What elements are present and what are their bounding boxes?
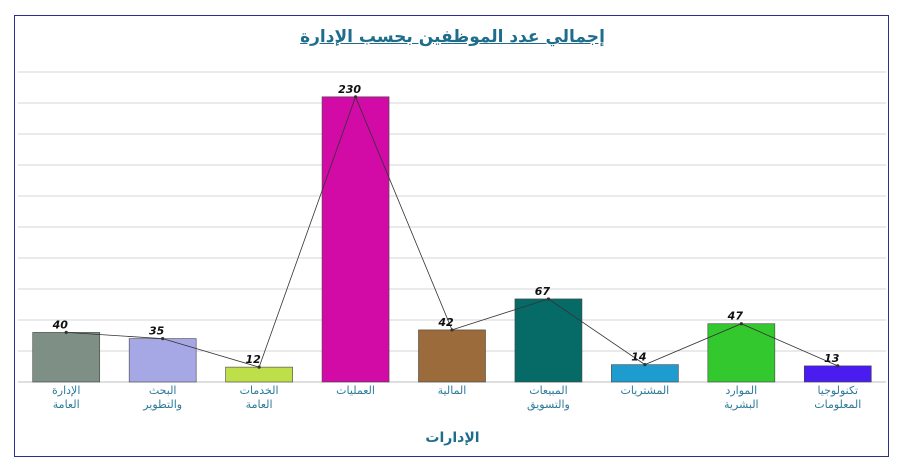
bars — [32, 96, 872, 383]
bar — [611, 364, 679, 383]
category-label: المشتريات — [621, 384, 670, 397]
bar — [707, 323, 776, 383]
chart-frame — [14, 15, 889, 457]
value-label: 40 — [52, 318, 69, 331]
line-point — [353, 95, 358, 99]
value-label: 13 — [824, 352, 840, 365]
chart-title: إجمالي عدد الموظفين بحسب الإدارة — [300, 27, 605, 47]
line-point — [739, 322, 743, 326]
overlay-line — [64, 95, 840, 369]
line-point — [643, 363, 647, 367]
value-label: 67 — [535, 285, 551, 298]
category-label: المالية — [438, 384, 467, 397]
line-point — [450, 328, 454, 332]
bar — [225, 366, 293, 383]
bar — [514, 298, 583, 383]
value-label: 47 — [727, 310, 744, 323]
bar — [321, 96, 390, 383]
category-label: الموارد البشرية — [724, 384, 759, 411]
line-point — [546, 297, 551, 301]
category-label: المبيعات والتسويق — [527, 384, 570, 412]
line-point — [64, 330, 68, 334]
category-label: تكنولوجيا المعلومات — [814, 384, 861, 411]
value-label: 230 — [338, 83, 361, 96]
value-label: 35 — [149, 325, 165, 338]
bar — [32, 332, 101, 383]
value-label: 14 — [631, 351, 646, 364]
value-label: 42 — [437, 316, 454, 329]
line-point — [257, 365, 261, 369]
category-label: البحث والتطوير — [142, 384, 182, 411]
category-labels: الإدارة العامة البحث والتطوير الخدمات العامة ا… — [52, 384, 861, 412]
line-point — [161, 337, 165, 341]
bar — [128, 338, 197, 383]
category-label: الإدارة العامة — [52, 384, 80, 411]
bar — [418, 329, 486, 383]
category-label: العمليات — [336, 384, 375, 397]
bar — [803, 365, 872, 383]
value-labels: 40 35 12 230 42 67 14 47 13 — [52, 83, 840, 366]
value-label: 12 — [245, 353, 261, 366]
line-point — [836, 364, 840, 368]
category-label: الخدمات العامة — [240, 384, 279, 411]
x-axis-title: الإدارات — [425, 430, 480, 446]
